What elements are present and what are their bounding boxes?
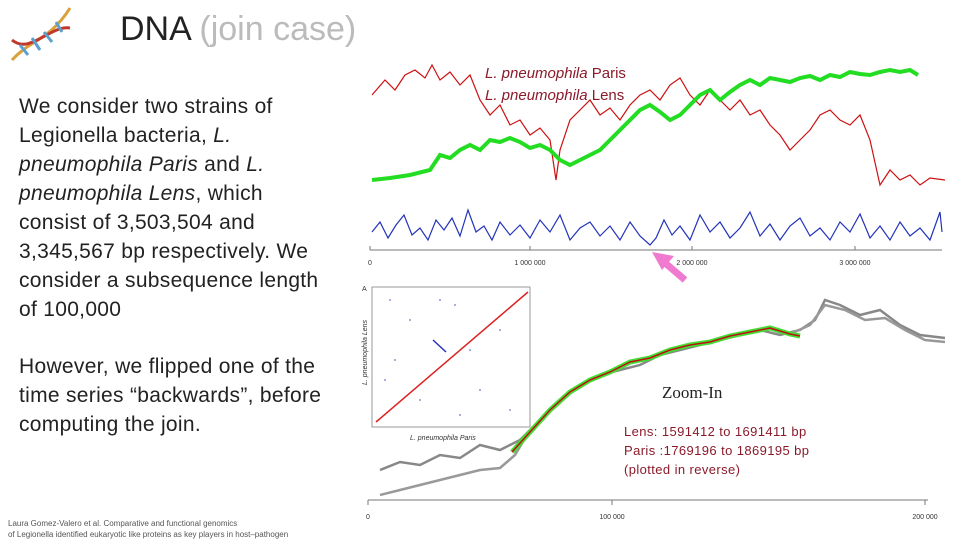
info-line: (plotted in reverse) — [624, 462, 741, 477]
arrow — [652, 252, 688, 283]
legend-entry: L. pneumophila Paris — [485, 63, 626, 85]
dotplot-y-label: L. pneumophila Lens — [362, 320, 369, 385]
species: L. pneumophila — [485, 87, 588, 104]
citation-line: Laura Gomez-Valero et al. Comparative an… — [8, 519, 238, 528]
dotplot: A L. pneumophila Lens L. pneumophila Par… — [362, 286, 531, 442]
species-name: L. pneumophila Paris — [19, 124, 232, 176]
title-sub: (join case) — [199, 10, 357, 48]
lens-series — [371, 67, 920, 182]
dna-icon — [10, 7, 72, 62]
strain: Lens — [591, 87, 625, 104]
tick-label: 1 000 000 — [514, 260, 545, 267]
tick-label: 100 000 — [599, 514, 624, 521]
tick-label: 0 — [366, 514, 370, 521]
zoom-label: Zoom-In — [662, 383, 723, 402]
title: DNA (join case) — [120, 10, 356, 49]
panel-label: A — [362, 286, 367, 293]
text: , which consist of 3,503,504 and 3,345,5… — [19, 182, 319, 321]
join-profile — [371, 208, 943, 246]
tick-label: 2 000 000 — [676, 260, 707, 267]
tick-label: 3 000 000 — [839, 260, 870, 267]
dotplot-x-label: L. pneumophila Paris — [410, 435, 476, 442]
species-name: L. pneumophila Lens — [19, 153, 265, 205]
paragraph: We consider two strains of Legionella ba… — [19, 92, 334, 324]
zoom-highlight-red — [511, 327, 801, 453]
text: and — [198, 153, 247, 176]
paragraph: However, we flipped one of the time seri… — [19, 355, 322, 436]
tick-label: 0 — [368, 260, 372, 267]
info-line: Paris :1769196 to 1869195 bp — [624, 443, 810, 458]
legend: L. pneumophila Paris L. pneumophila Lens — [485, 63, 626, 107]
text: We consider two strains of Legionella ba… — [19, 95, 273, 147]
legend-entry: L. pneumophila Lens — [485, 85, 626, 107]
zoom-info: Lens: 1591412 to 1691411 bp Paris :17691… — [624, 422, 809, 479]
strain: Paris — [591, 65, 626, 82]
species: L. pneumophila — [485, 65, 588, 82]
citation-line: of Legionella identified eukaryotic like… — [8, 530, 289, 539]
citation: Laura Gomez-Valero et al. Comparative an… — [8, 518, 288, 540]
info-line: Lens: 1591412 to 1691411 bp — [624, 424, 807, 439]
title-main: DNA — [120, 10, 190, 48]
paris-series — [371, 63, 946, 187]
tick-label: 200 000 — [912, 514, 937, 521]
